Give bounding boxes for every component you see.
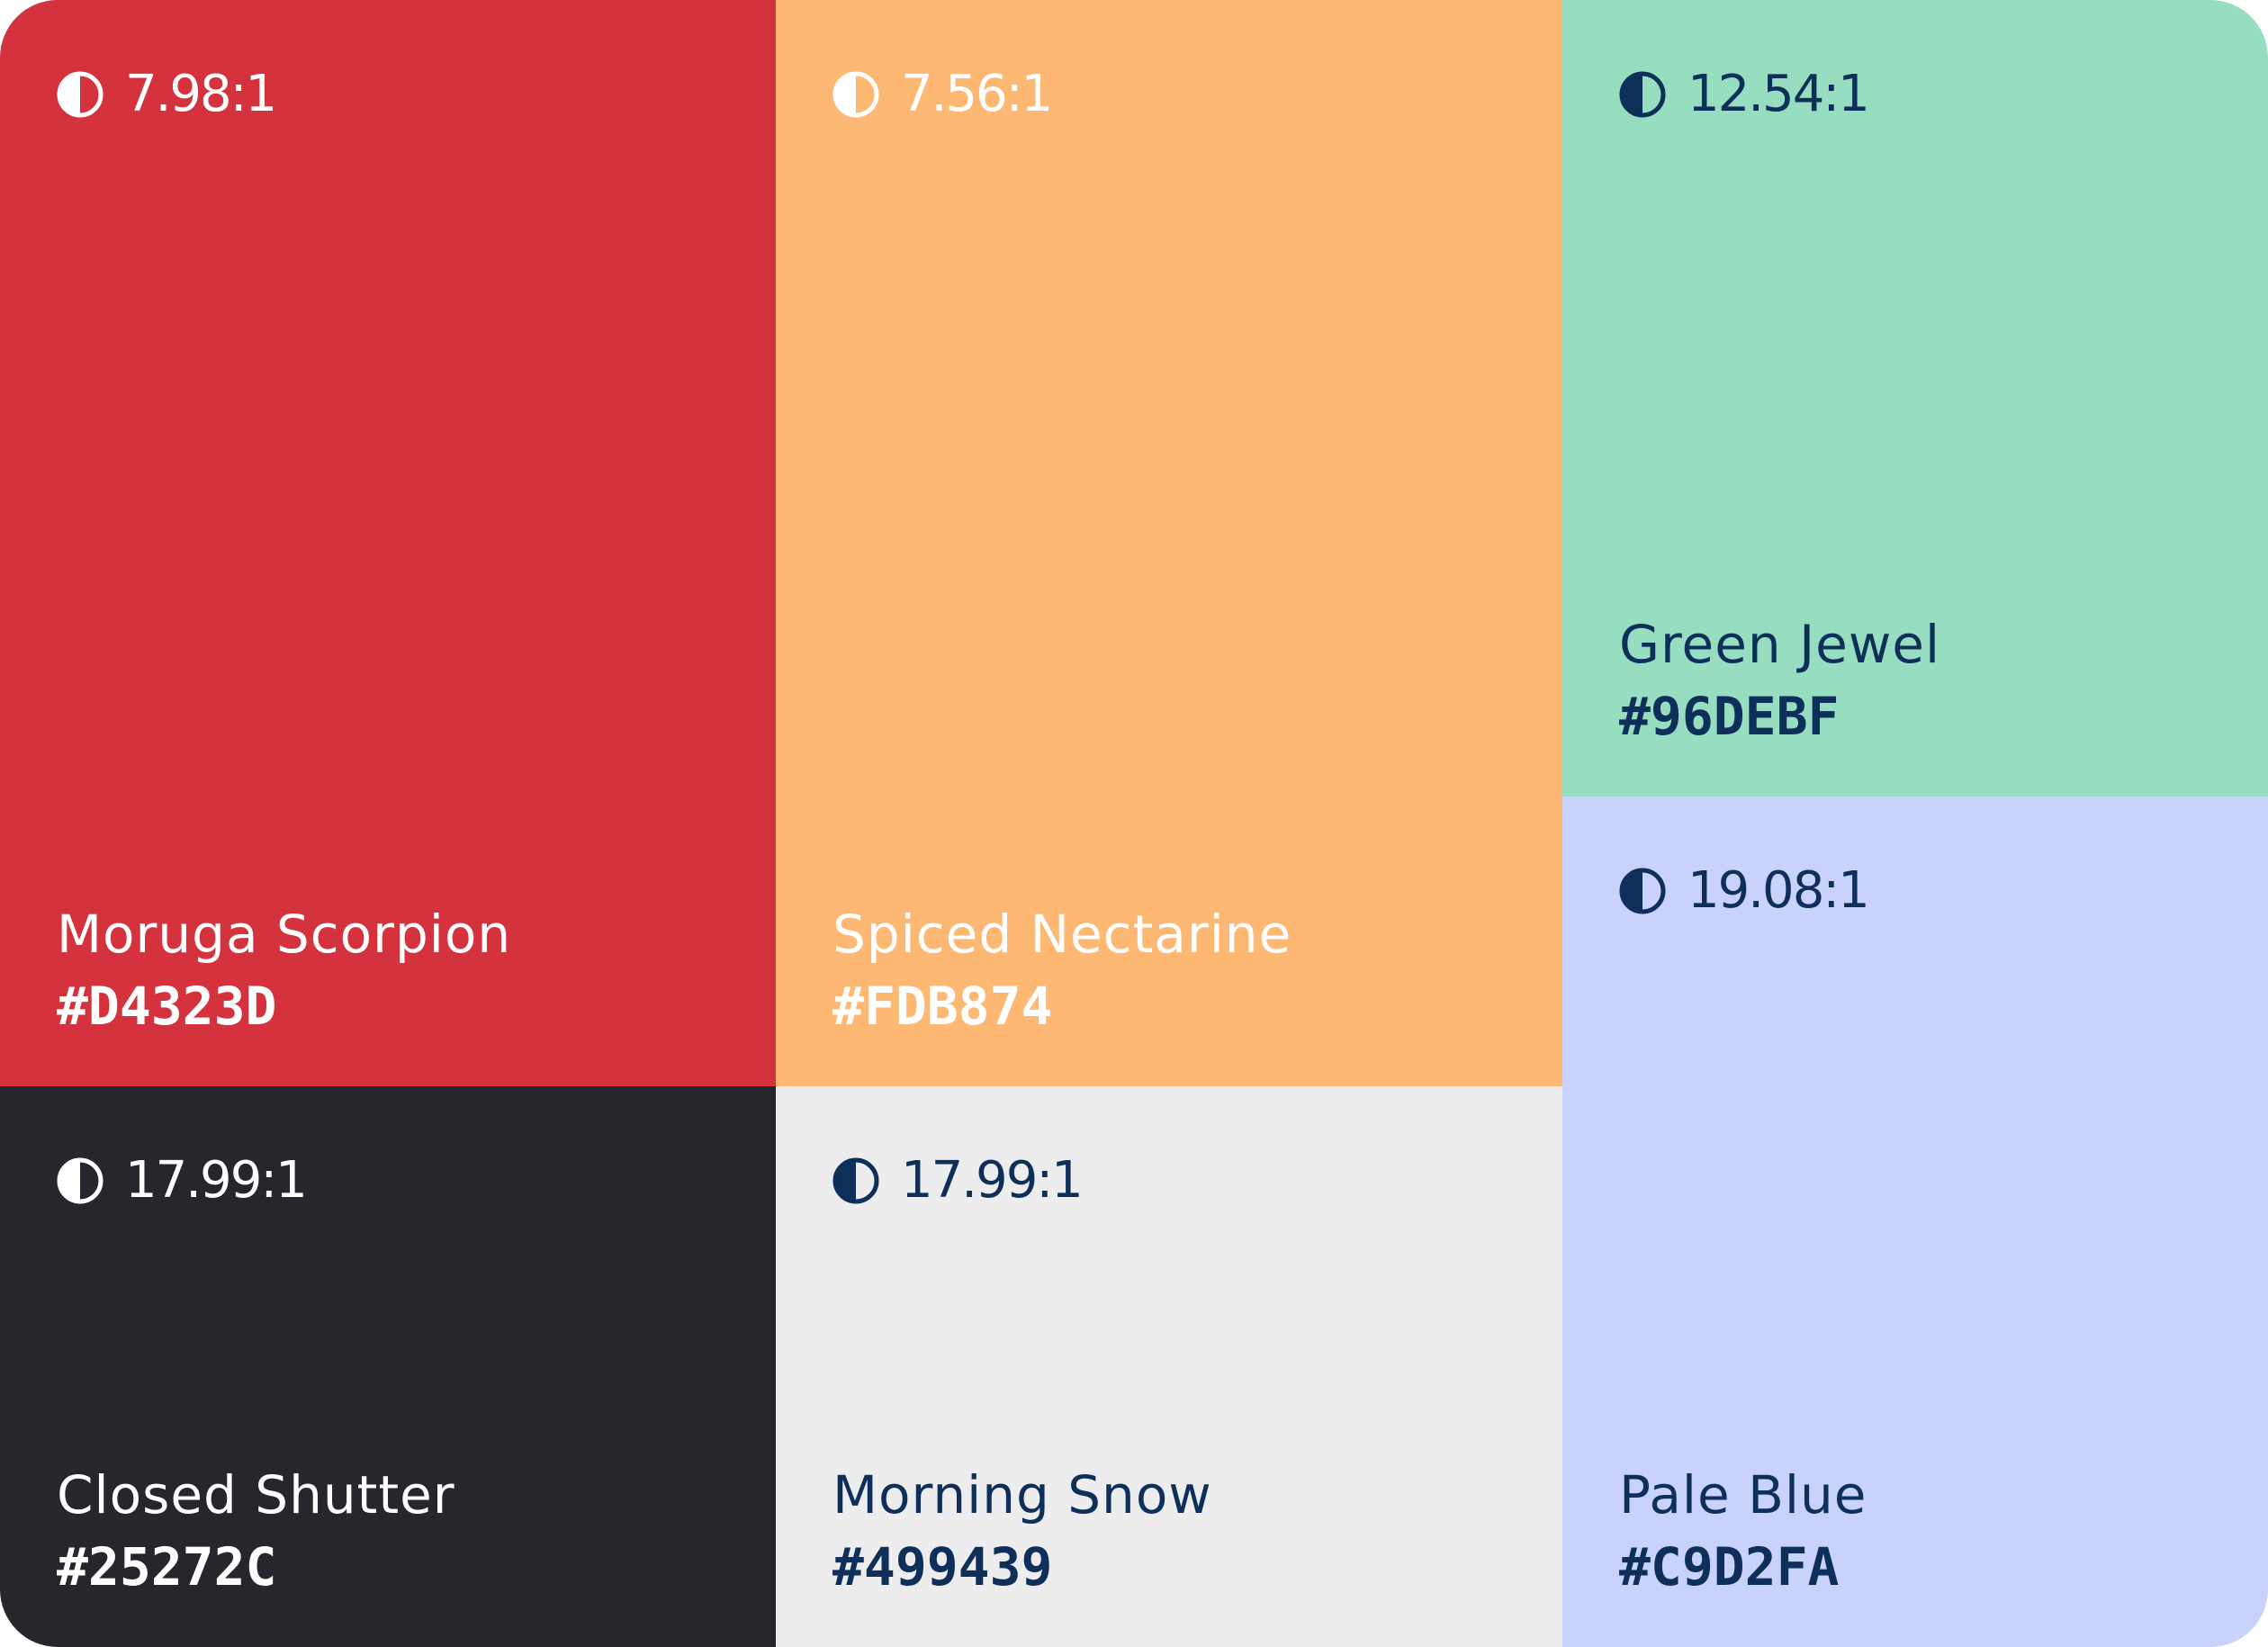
contrast-ratio: 19.08:1: [1619, 860, 1870, 922]
color-hex: #25272C: [57, 1536, 277, 1598]
swatch-closed-shutter[interactable]: 17.99:1 Closed Shutter #25272C: [0, 1086, 776, 1647]
color-name: Closed Shutter: [57, 1464, 455, 1526]
swatch-green-jewel[interactable]: 12.54:1 Green Jewel #96DEBF: [1562, 0, 2268, 796]
contrast-ratio-value: 7.56:1: [901, 65, 1053, 123]
contrast-icon: [832, 1157, 879, 1204]
color-name: Moruga Scorpion: [57, 904, 512, 965]
color-hex: #96DEBF: [1619, 686, 1840, 747]
contrast-icon: [1619, 71, 1666, 118]
color-hex: #D4323D: [57, 976, 277, 1037]
contrast-ratio-value: 17.99:1: [125, 1151, 308, 1210]
contrast-ratio: 17.99:1: [57, 1149, 308, 1212]
color-hex: #FDB874: [832, 976, 1053, 1037]
contrast-ratio-value: 12.54:1: [1688, 65, 1870, 123]
contrast-icon: [1619, 868, 1666, 914]
contrast-icon: [57, 1157, 104, 1204]
contrast-ratio: 7.56:1: [832, 63, 1053, 126]
color-hex: #C9D2FA: [1619, 1536, 1840, 1598]
contrast-ratio: 12.54:1: [1619, 63, 1870, 126]
swatch-moruga-scorpion[interactable]: 7.98:1 Moruga Scorpion #D4323D: [0, 0, 776, 1086]
contrast-ratio-value: 7.98:1: [125, 65, 277, 123]
swatch-spiced-nectarine[interactable]: 7.56:1 Spiced Nectarine #FDB874: [776, 0, 1562, 1086]
color-name: Green Jewel: [1619, 614, 1941, 675]
swatch-morning-snow[interactable]: 17.99:1 Morning Snow #499439: [776, 1086, 1562, 1647]
color-hex: #499439: [832, 1536, 1053, 1598]
contrast-ratio-value: 19.08:1: [1688, 861, 1870, 920]
contrast-icon: [832, 71, 879, 118]
contrast-ratio-value: 17.99:1: [901, 1151, 1084, 1210]
contrast-ratio: 17.99:1: [832, 1149, 1084, 1212]
swatch-pale-blue[interactable]: 19.08:1 Pale Blue #C9D2FA: [1562, 796, 2268, 1647]
contrast-icon: [57, 71, 104, 118]
contrast-ratio: 7.98:1: [57, 63, 277, 126]
color-name: Morning Snow: [832, 1464, 1212, 1526]
color-name: Pale Blue: [1619, 1464, 1868, 1526]
color-name: Spiced Nectarine: [832, 904, 1292, 965]
